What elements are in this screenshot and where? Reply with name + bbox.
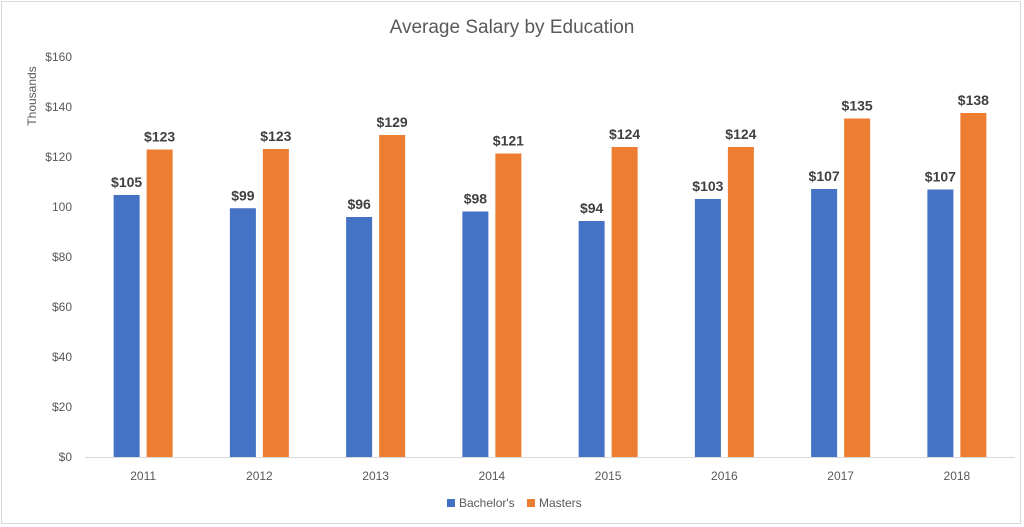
bar-masters-2017 [844, 118, 871, 457]
legend-label: Bachelor's [459, 496, 515, 510]
x-tick-label: 2012 [246, 469, 273, 483]
bar-bachelors-2015 [578, 221, 605, 457]
x-tick-label: 2018 [944, 469, 971, 483]
bar-bachelors-2012 [229, 208, 256, 457]
data-label: $96 [347, 196, 371, 212]
legend-label: Masters [539, 496, 582, 510]
y-tick-label: $140 [45, 100, 72, 114]
bar-bachelors-2017 [811, 189, 838, 457]
bars [113, 113, 987, 457]
data-label: $123 [144, 129, 175, 145]
bar-masters-2016 [727, 147, 754, 457]
x-tick-label: 2014 [479, 469, 506, 483]
y-axis-ticks: $0 $20 $40 $60 $80 100 $120 $140 $160 [45, 50, 72, 464]
y-tick-label: $40 [52, 350, 72, 364]
data-label: $135 [842, 98, 873, 114]
y-tick-label: $120 [45, 150, 72, 164]
x-tick-label: 2017 [827, 469, 854, 483]
x-axis-ticks: 2011 2012 2013 2014 2015 2016 2017 2018 [130, 469, 970, 483]
data-label: $123 [260, 128, 291, 144]
bar-bachelors-2016 [694, 199, 721, 457]
data-label: $105 [111, 174, 142, 190]
legend-swatch [447, 499, 455, 507]
legend-swatch [527, 499, 535, 507]
bar-masters-2018 [960, 113, 987, 457]
data-labels: $105 $123 $99 $123 $96 $129 $98 $121 $94 $124 $103… [111, 92, 989, 216]
data-label: $94 [580, 200, 604, 216]
data-label: $103 [692, 178, 723, 194]
y-tick-label: 100 [52, 200, 72, 214]
data-label: $99 [231, 187, 255, 203]
y-tick-label: $20 [52, 400, 72, 414]
y-tick-label: $80 [52, 250, 72, 264]
y-tick-label: $0 [59, 450, 73, 464]
bar-masters-2013 [379, 135, 406, 457]
bar-masters-2011 [146, 149, 173, 457]
x-tick-label: 2013 [362, 469, 389, 483]
x-tick-label: 2015 [595, 469, 622, 483]
chart-title: Average Salary by Education [390, 17, 635, 38]
data-label: $121 [493, 133, 524, 149]
bar-masters-2015 [611, 147, 638, 457]
data-label: $129 [377, 114, 408, 130]
bar-bachelors-2011 [113, 195, 140, 457]
bar-bachelors-2018 [927, 189, 954, 457]
bar-masters-2014 [495, 153, 522, 457]
bar-bachelors-2013 [346, 217, 373, 457]
data-label: $107 [809, 168, 840, 184]
bar-bachelors-2014 [462, 211, 489, 457]
data-label: $124 [725, 126, 756, 142]
x-tick-label: 2011 [130, 469, 156, 483]
y-tick-label: $160 [45, 50, 72, 64]
y-tick-label: $60 [52, 300, 72, 314]
legend: Bachelor's Masters [447, 496, 582, 510]
data-label: $98 [464, 191, 488, 207]
data-label: $124 [609, 126, 640, 142]
data-label: $138 [958, 92, 989, 108]
y-axis-label: Thousands [25, 66, 39, 125]
bar-masters-2012 [262, 149, 289, 457]
x-tick-label: 2016 [711, 469, 738, 483]
data-label: $107 [925, 169, 956, 185]
